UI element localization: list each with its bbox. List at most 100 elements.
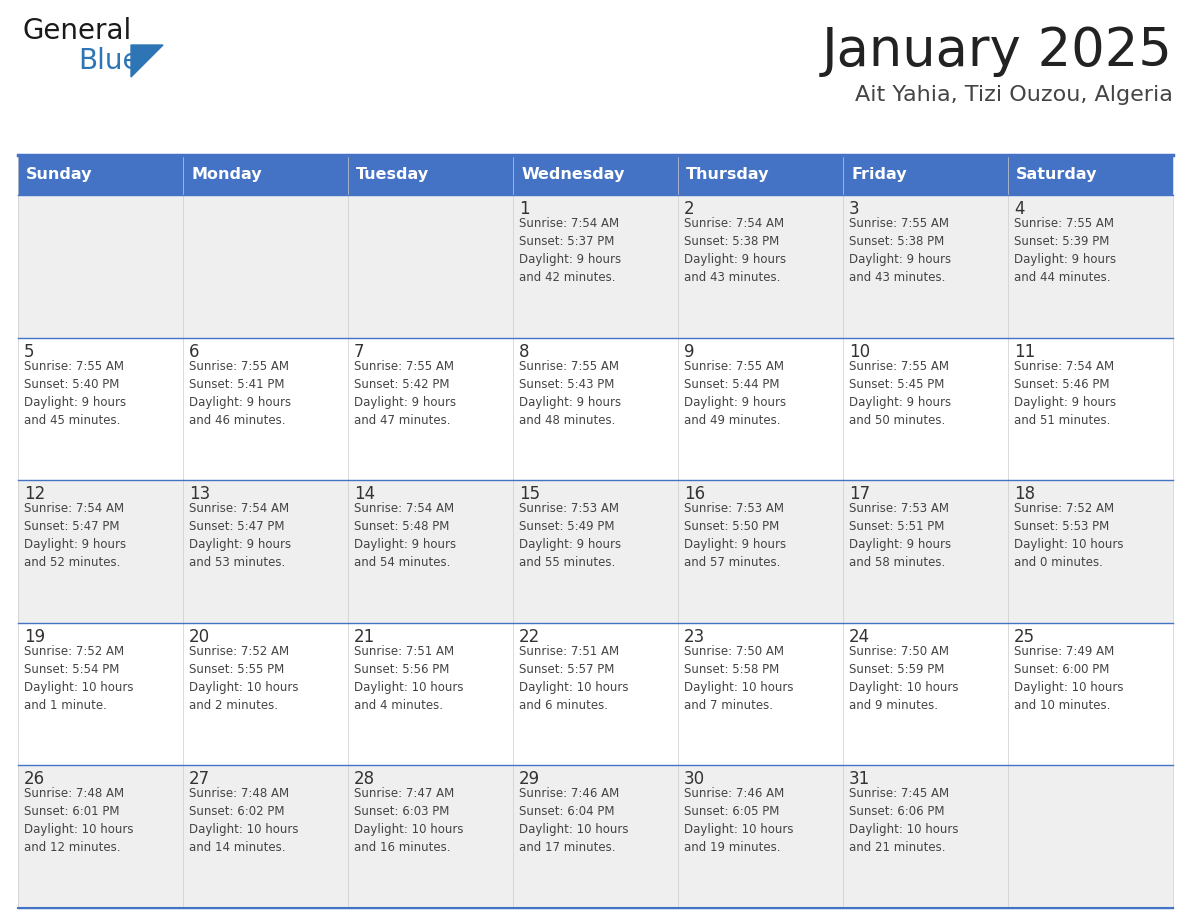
Bar: [843, 155, 1007, 195]
Text: 3: 3: [849, 200, 860, 218]
Text: 24: 24: [849, 628, 870, 645]
Text: 30: 30: [684, 770, 706, 789]
Text: Sunrise: 7:54 AM
Sunset: 5:47 PM
Daylight: 9 hours
and 53 minutes.: Sunrise: 7:54 AM Sunset: 5:47 PM Dayligh…: [189, 502, 291, 569]
Text: 15: 15: [519, 486, 541, 503]
Text: Sunrise: 7:54 AM
Sunset: 5:47 PM
Daylight: 9 hours
and 52 minutes.: Sunrise: 7:54 AM Sunset: 5:47 PM Dayligh…: [24, 502, 126, 569]
Text: Saturday: Saturday: [1016, 167, 1098, 183]
Polygon shape: [131, 45, 163, 77]
Text: 28: 28: [354, 770, 375, 789]
Text: 12: 12: [24, 486, 45, 503]
Bar: [348, 195, 513, 338]
Text: 31: 31: [849, 770, 871, 789]
Text: Sunrise: 7:55 AM
Sunset: 5:40 PM
Daylight: 9 hours
and 45 minutes.: Sunrise: 7:55 AM Sunset: 5:40 PM Dayligh…: [24, 360, 126, 427]
Text: Sunrise: 7:53 AM
Sunset: 5:49 PM
Daylight: 9 hours
and 55 minutes.: Sunrise: 7:53 AM Sunset: 5:49 PM Dayligh…: [519, 502, 621, 569]
Text: Thursday: Thursday: [687, 167, 770, 183]
Text: Ait Yahia, Tizi Ouzou, Algeria: Ait Yahia, Tizi Ouzou, Algeria: [855, 85, 1173, 105]
Text: Sunrise: 7:55 AM
Sunset: 5:44 PM
Daylight: 9 hours
and 49 minutes.: Sunrise: 7:55 AM Sunset: 5:44 PM Dayligh…: [684, 360, 786, 427]
Text: Sunrise: 7:55 AM
Sunset: 5:41 PM
Daylight: 9 hours
and 46 minutes.: Sunrise: 7:55 AM Sunset: 5:41 PM Dayligh…: [189, 360, 291, 427]
Text: 25: 25: [1015, 628, 1035, 645]
Text: Sunrise: 7:54 AM
Sunset: 5:38 PM
Daylight: 9 hours
and 43 minutes.: Sunrise: 7:54 AM Sunset: 5:38 PM Dayligh…: [684, 217, 786, 284]
Bar: [183, 766, 348, 908]
Bar: [843, 338, 1007, 480]
Bar: [513, 338, 678, 480]
Text: Sunrise: 7:45 AM
Sunset: 6:06 PM
Daylight: 10 hours
and 21 minutes.: Sunrise: 7:45 AM Sunset: 6:06 PM Dayligh…: [849, 788, 959, 855]
Text: Sunrise: 7:55 AM
Sunset: 5:45 PM
Daylight: 9 hours
and 50 minutes.: Sunrise: 7:55 AM Sunset: 5:45 PM Dayligh…: [849, 360, 952, 427]
Text: 29: 29: [519, 770, 541, 789]
Text: Sunrise: 7:55 AM
Sunset: 5:42 PM
Daylight: 9 hours
and 47 minutes.: Sunrise: 7:55 AM Sunset: 5:42 PM Dayligh…: [354, 360, 456, 427]
Bar: [843, 766, 1007, 908]
Text: 21: 21: [354, 628, 375, 645]
Bar: [183, 155, 348, 195]
Bar: [843, 195, 1007, 338]
Text: 26: 26: [24, 770, 45, 789]
Bar: [348, 622, 513, 766]
Text: 8: 8: [519, 342, 530, 361]
Text: 9: 9: [684, 342, 695, 361]
Text: 2: 2: [684, 200, 695, 218]
Text: Sunrise: 7:51 AM
Sunset: 5:57 PM
Daylight: 10 hours
and 6 minutes.: Sunrise: 7:51 AM Sunset: 5:57 PM Dayligh…: [519, 644, 628, 711]
Text: Sunrise: 7:54 AM
Sunset: 5:46 PM
Daylight: 9 hours
and 51 minutes.: Sunrise: 7:54 AM Sunset: 5:46 PM Dayligh…: [1015, 360, 1116, 427]
Text: 27: 27: [189, 770, 210, 789]
Bar: [513, 480, 678, 622]
Text: Blue: Blue: [78, 47, 139, 75]
Bar: [678, 338, 843, 480]
Text: 6: 6: [189, 342, 200, 361]
Text: Friday: Friday: [852, 167, 906, 183]
Bar: [678, 480, 843, 622]
Bar: [183, 338, 348, 480]
Text: Sunrise: 7:53 AM
Sunset: 5:50 PM
Daylight: 9 hours
and 57 minutes.: Sunrise: 7:53 AM Sunset: 5:50 PM Dayligh…: [684, 502, 786, 569]
Bar: [18, 480, 183, 622]
Text: Tuesday: Tuesday: [356, 167, 429, 183]
Text: 4: 4: [1015, 200, 1024, 218]
Bar: [843, 622, 1007, 766]
Text: Sunrise: 7:50 AM
Sunset: 5:59 PM
Daylight: 10 hours
and 9 minutes.: Sunrise: 7:50 AM Sunset: 5:59 PM Dayligh…: [849, 644, 959, 711]
Bar: [513, 766, 678, 908]
Bar: [348, 766, 513, 908]
Text: 18: 18: [1015, 486, 1035, 503]
Bar: [678, 195, 843, 338]
Bar: [1007, 155, 1173, 195]
Text: Wednesday: Wednesday: [522, 167, 625, 183]
Text: 19: 19: [24, 628, 45, 645]
Text: 16: 16: [684, 486, 706, 503]
Bar: [1007, 480, 1173, 622]
Text: Sunrise: 7:52 AM
Sunset: 5:54 PM
Daylight: 10 hours
and 1 minute.: Sunrise: 7:52 AM Sunset: 5:54 PM Dayligh…: [24, 644, 133, 711]
Bar: [513, 622, 678, 766]
Text: 1: 1: [519, 200, 530, 218]
Bar: [18, 338, 183, 480]
Text: 10: 10: [849, 342, 870, 361]
Text: Sunrise: 7:53 AM
Sunset: 5:51 PM
Daylight: 9 hours
and 58 minutes.: Sunrise: 7:53 AM Sunset: 5:51 PM Dayligh…: [849, 502, 952, 569]
Text: Sunrise: 7:48 AM
Sunset: 6:01 PM
Daylight: 10 hours
and 12 minutes.: Sunrise: 7:48 AM Sunset: 6:01 PM Dayligh…: [24, 788, 133, 855]
Text: Sunrise: 7:54 AM
Sunset: 5:37 PM
Daylight: 9 hours
and 42 minutes.: Sunrise: 7:54 AM Sunset: 5:37 PM Dayligh…: [519, 217, 621, 284]
Bar: [513, 155, 678, 195]
Text: Sunrise: 7:55 AM
Sunset: 5:38 PM
Daylight: 9 hours
and 43 minutes.: Sunrise: 7:55 AM Sunset: 5:38 PM Dayligh…: [849, 217, 952, 284]
Text: 20: 20: [189, 628, 210, 645]
Bar: [18, 622, 183, 766]
Text: January 2025: January 2025: [822, 25, 1173, 77]
Bar: [513, 195, 678, 338]
Bar: [843, 480, 1007, 622]
Text: Sunrise: 7:50 AM
Sunset: 5:58 PM
Daylight: 10 hours
and 7 minutes.: Sunrise: 7:50 AM Sunset: 5:58 PM Dayligh…: [684, 644, 794, 711]
Bar: [18, 195, 183, 338]
Bar: [678, 155, 843, 195]
Text: 13: 13: [189, 486, 210, 503]
Text: Sunrise: 7:52 AM
Sunset: 5:55 PM
Daylight: 10 hours
and 2 minutes.: Sunrise: 7:52 AM Sunset: 5:55 PM Dayligh…: [189, 644, 298, 711]
Text: Sunrise: 7:55 AM
Sunset: 5:43 PM
Daylight: 9 hours
and 48 minutes.: Sunrise: 7:55 AM Sunset: 5:43 PM Dayligh…: [519, 360, 621, 427]
Text: 7: 7: [354, 342, 365, 361]
Bar: [183, 480, 348, 622]
Text: Sunrise: 7:47 AM
Sunset: 6:03 PM
Daylight: 10 hours
and 16 minutes.: Sunrise: 7:47 AM Sunset: 6:03 PM Dayligh…: [354, 788, 463, 855]
Bar: [1007, 338, 1173, 480]
Text: Sunrise: 7:54 AM
Sunset: 5:48 PM
Daylight: 9 hours
and 54 minutes.: Sunrise: 7:54 AM Sunset: 5:48 PM Dayligh…: [354, 502, 456, 569]
Bar: [1007, 622, 1173, 766]
Text: Sunrise: 7:51 AM
Sunset: 5:56 PM
Daylight: 10 hours
and 4 minutes.: Sunrise: 7:51 AM Sunset: 5:56 PM Dayligh…: [354, 644, 463, 711]
Bar: [183, 195, 348, 338]
Bar: [678, 622, 843, 766]
Bar: [183, 622, 348, 766]
Bar: [18, 766, 183, 908]
Text: Sunday: Sunday: [26, 167, 93, 183]
Text: Sunrise: 7:49 AM
Sunset: 6:00 PM
Daylight: 10 hours
and 10 minutes.: Sunrise: 7:49 AM Sunset: 6:00 PM Dayligh…: [1015, 644, 1124, 711]
Text: 22: 22: [519, 628, 541, 645]
Text: Monday: Monday: [191, 167, 261, 183]
Text: 11: 11: [1015, 342, 1035, 361]
Text: 17: 17: [849, 486, 870, 503]
